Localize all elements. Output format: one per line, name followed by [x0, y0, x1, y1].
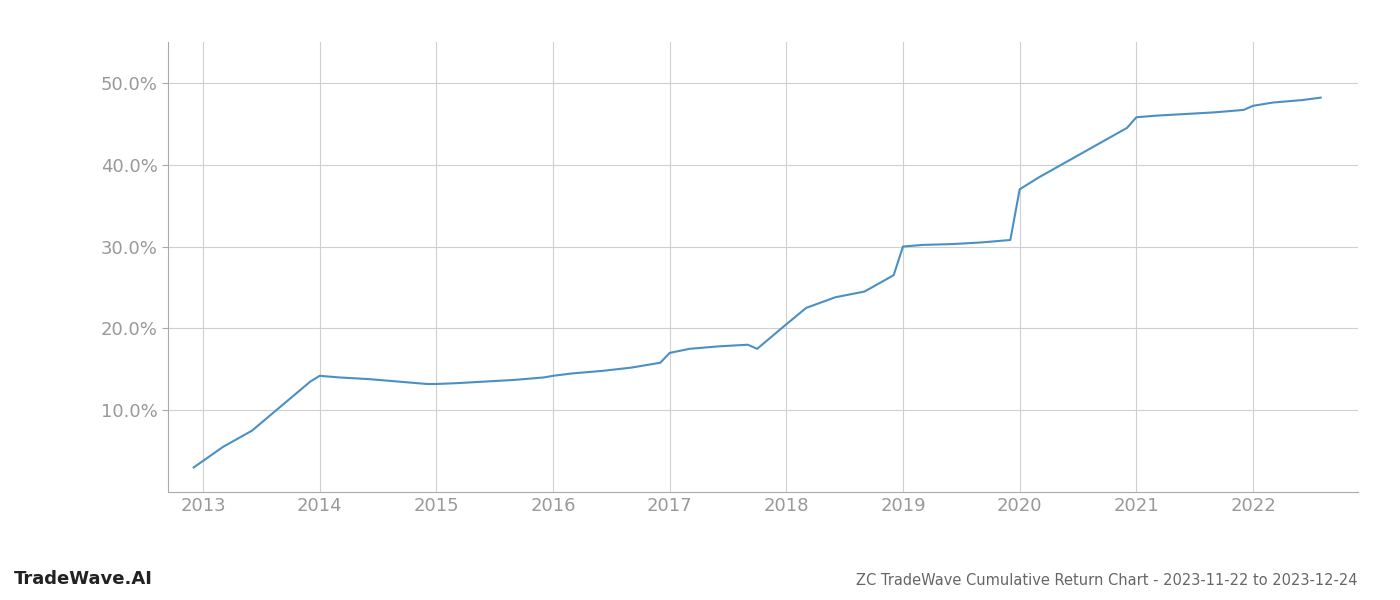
Text: TradeWave.AI: TradeWave.AI: [14, 570, 153, 588]
Text: ZC TradeWave Cumulative Return Chart - 2023-11-22 to 2023-12-24: ZC TradeWave Cumulative Return Chart - 2…: [857, 573, 1358, 588]
